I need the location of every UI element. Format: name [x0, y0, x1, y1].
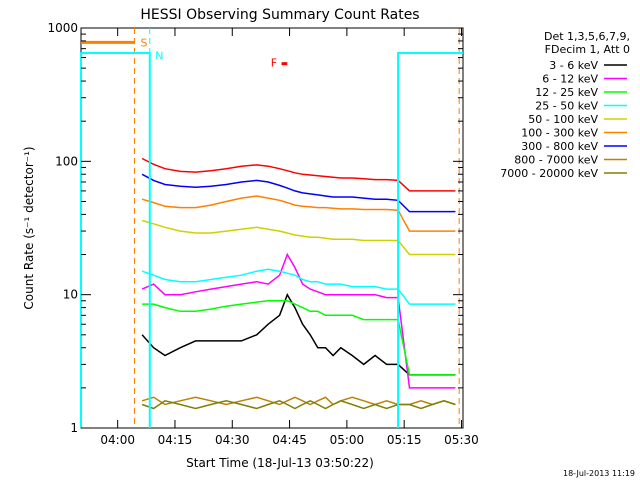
x-tick-label: 05:00 [330, 433, 365, 447]
legend-label-6: 300 - 800 keV [521, 140, 598, 153]
night-bar-start [80, 51, 151, 428]
series-line-5 [141, 195, 456, 232]
y-tick-label: 10 [63, 288, 78, 302]
series-line-6 [141, 173, 456, 213]
series-line-0 [141, 292, 456, 376]
x-tick-label: 04:00 [100, 433, 135, 447]
legend-label-1: 6 - 12 keV [542, 73, 598, 86]
flag-label-s: S [141, 36, 148, 49]
x-tick-label: 04:45 [272, 433, 307, 447]
x-axis-label: Start Time (18-Jul-13 03:50:22) [186, 456, 374, 470]
x-tick-label: 04:15 [158, 433, 193, 447]
series-line-7 [141, 396, 456, 406]
axis-ticks: 04:00 04:15 04:30 04:45 05:00 05:15 05:30 1 10 10… [47, 21, 478, 447]
y-tick-label: 1 [70, 421, 78, 435]
series-line-8 [141, 399, 456, 410]
chart-title: HESSI Observing Summary Count Rates [140, 7, 419, 23]
series-lines [141, 157, 456, 410]
timestamp-label: 18-Jul-2013 11:19 [563, 469, 635, 478]
flag-markers: SN F [80, 28, 463, 428]
legend-label-3: 25 - 50 keV [535, 100, 598, 113]
legend: Det 1,3,5,6,7,9, FDecim 1, Att 0 3 - 6 k… [500, 30, 630, 180]
series-line-1 [141, 252, 456, 389]
legend-label-5: 100 - 300 keV [521, 127, 598, 140]
x-tick-label: 05:15 [387, 433, 422, 447]
y-axis-label: Count Rate (s⁻¹ detector⁻¹) [22, 146, 36, 309]
series-line-9 [141, 157, 456, 192]
y-tick-label: 100 [55, 154, 78, 168]
series-line-3 [141, 268, 456, 305]
legend-header-line-1: Det 1,3,5,6,7,9, [544, 30, 630, 43]
legend-label-7: 800 - 7000 keV [514, 154, 598, 167]
legend-label-4: 50 - 100 keV [528, 113, 598, 126]
legend-label-0: 3 - 6 keV [549, 59, 598, 72]
x-tick-label: 05:30 [444, 433, 479, 447]
legend-label-2: 12 - 25 keV [535, 86, 598, 99]
flag-label-f: F [271, 57, 277, 70]
series-line-4 [141, 219, 456, 256]
legend-header-line-2: FDecim 1, Att 0 [545, 43, 630, 56]
y-tick-label: 1000 [47, 21, 78, 35]
x-tick-label: 04:30 [215, 433, 250, 447]
night-bar-end [397, 51, 463, 428]
flag-label-n: N [155, 50, 163, 63]
plot-frame [80, 27, 464, 429]
legend-label-8: 7000 - 20000 keV [500, 167, 598, 180]
series-line-2 [142, 300, 456, 376]
